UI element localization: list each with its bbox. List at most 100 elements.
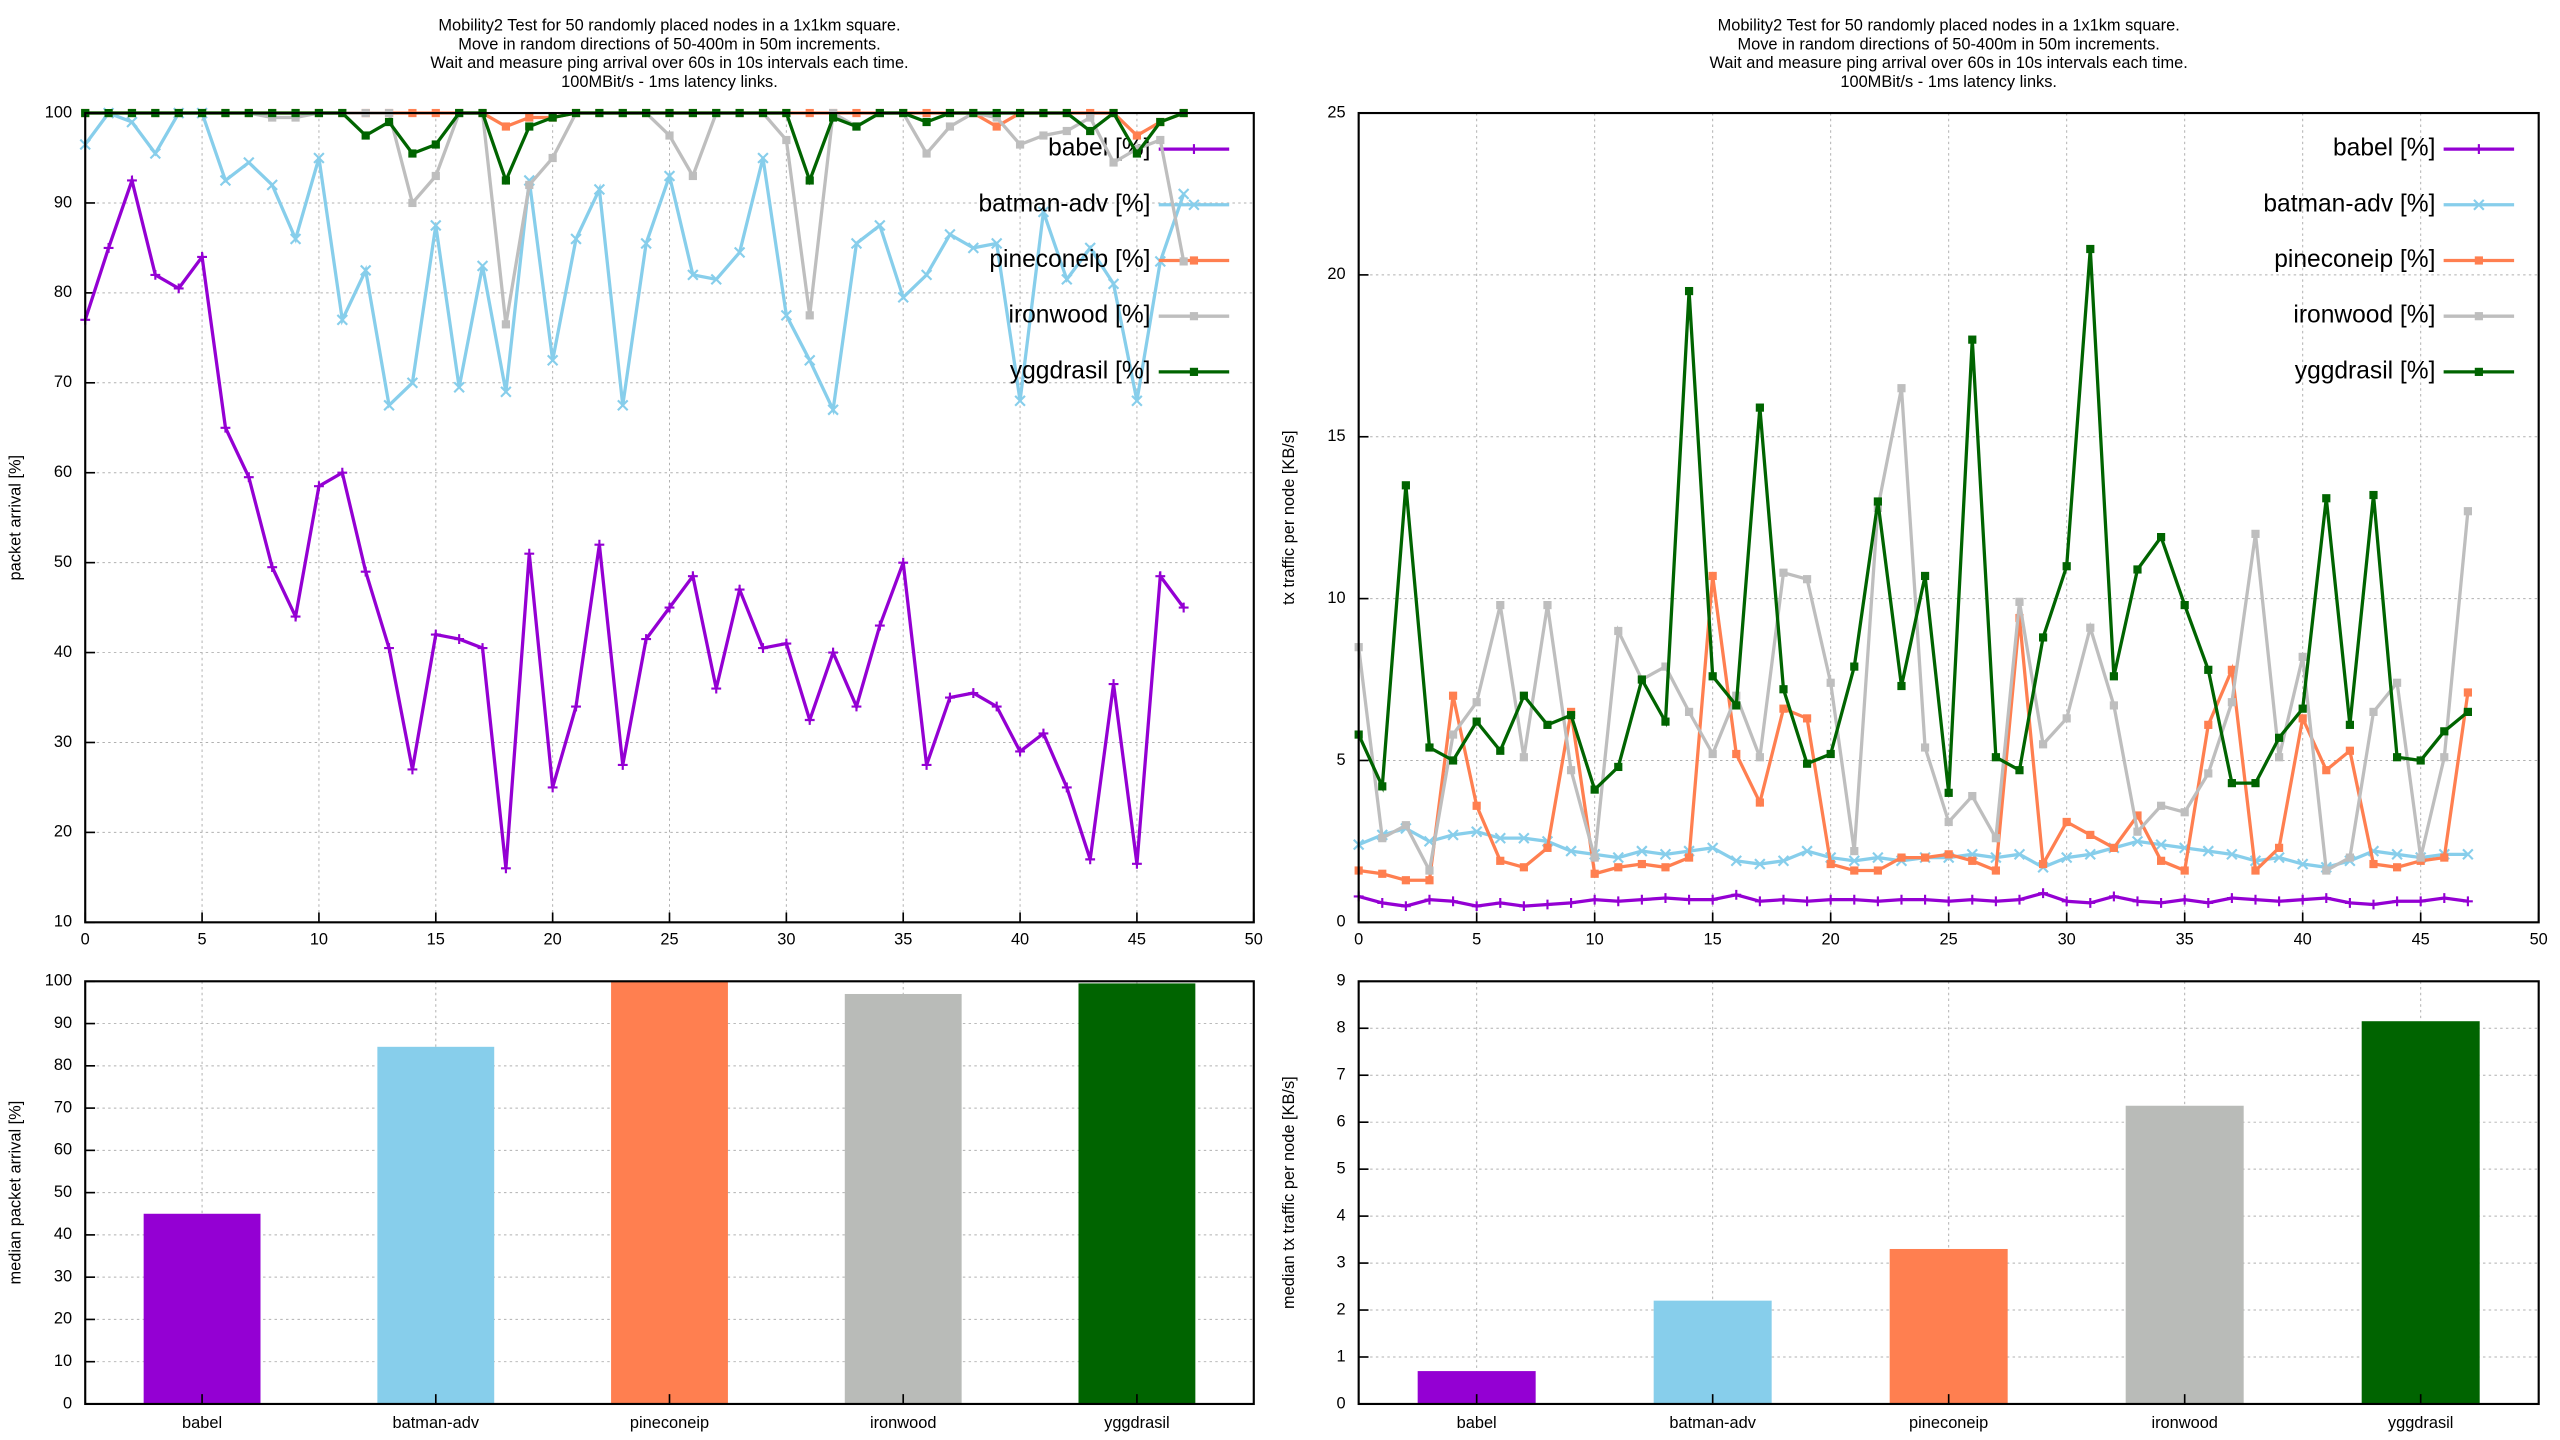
data-point bbox=[1708, 571, 1717, 581]
y-tick-label: 40 bbox=[54, 643, 72, 661]
data-point bbox=[1566, 897, 1576, 908]
data-point bbox=[431, 140, 440, 149]
chart-title: 100MBit/s - 1ms latency links. bbox=[1840, 73, 2057, 91]
data-point bbox=[2462, 896, 2473, 907]
data-point bbox=[1424, 894, 1435, 905]
x-tick-label: 50 bbox=[2530, 931, 2548, 949]
data-point bbox=[2227, 698, 2236, 707]
data-point bbox=[2202, 845, 2214, 857]
data-point bbox=[384, 643, 394, 653]
data-point bbox=[1849, 894, 1860, 905]
y-tick-label: 100 bbox=[45, 103, 72, 121]
data-point bbox=[220, 422, 231, 433]
bar bbox=[1889, 1248, 2008, 1404]
y-tick-label: 80 bbox=[54, 283, 72, 301]
data-point bbox=[1848, 855, 1860, 867]
data-point bbox=[1968, 856, 1977, 865]
data-point bbox=[1755, 403, 1764, 412]
data-point bbox=[1612, 851, 1624, 864]
data-point bbox=[968, 688, 979, 698]
data-point bbox=[1155, 571, 1166, 582]
data-point bbox=[1873, 866, 1882, 875]
data-point bbox=[2156, 856, 2166, 865]
data-point bbox=[1085, 854, 1096, 865]
data-point bbox=[525, 122, 534, 131]
y-tick-label: 6 bbox=[1336, 1113, 1345, 1131]
data-point bbox=[1109, 158, 1118, 167]
data-point bbox=[687, 571, 698, 582]
data-point bbox=[897, 291, 909, 304]
data-point bbox=[2013, 848, 2026, 861]
data-point bbox=[2179, 894, 2190, 905]
data-point bbox=[805, 311, 814, 320]
data-point bbox=[1614, 863, 1623, 872]
x-tick-label: 20 bbox=[544, 931, 562, 949]
legend-label: ironwood [%] bbox=[2293, 302, 2435, 329]
data-point bbox=[1472, 717, 1481, 726]
y-tick-label: 50 bbox=[54, 1183, 72, 1201]
legend-label: pineconeip [%] bbox=[2274, 246, 2435, 273]
legend-marker bbox=[1189, 312, 1199, 321]
data-point bbox=[2392, 678, 2402, 687]
x-tick-label: 20 bbox=[1822, 931, 1840, 949]
data-point bbox=[360, 566, 371, 577]
data-point bbox=[1566, 711, 1576, 720]
data-point bbox=[2273, 851, 2285, 864]
data-point bbox=[336, 314, 348, 326]
data-point bbox=[2251, 779, 2260, 788]
data-point bbox=[1636, 894, 1647, 905]
y-tick-label: 60 bbox=[54, 1141, 72, 1159]
data-point bbox=[1708, 749, 1717, 759]
data-point bbox=[1684, 894, 1694, 905]
data-point bbox=[1991, 866, 2000, 875]
data-point bbox=[2344, 897, 2355, 908]
data-point bbox=[1707, 894, 1718, 905]
data-point bbox=[2369, 707, 2378, 717]
data-point bbox=[1731, 889, 1742, 900]
legend-label: pineconeip [%] bbox=[989, 246, 1150, 273]
data-point bbox=[2085, 897, 2096, 908]
data-point bbox=[1967, 894, 1978, 905]
data-point bbox=[1425, 743, 1434, 752]
data-point bbox=[874, 219, 886, 232]
data-point bbox=[2415, 896, 2426, 907]
data-point bbox=[1802, 714, 1812, 723]
chart-title: Move in random directions of 50-400m in … bbox=[458, 35, 880, 53]
data-point bbox=[2203, 897, 2214, 908]
data-point bbox=[103, 243, 114, 253]
data-point bbox=[1471, 901, 1482, 912]
data-point bbox=[1637, 675, 1646, 684]
data-point bbox=[1015, 746, 1025, 757]
data-point bbox=[1872, 896, 1883, 907]
data-point bbox=[898, 557, 909, 568]
data-point bbox=[945, 692, 955, 703]
plot-frame bbox=[1357, 111, 2540, 924]
data-point bbox=[967, 242, 979, 254]
data-point bbox=[1131, 395, 1143, 407]
x-tick-label: babel bbox=[182, 1414, 222, 1432]
data-point bbox=[1802, 759, 1812, 768]
data-point bbox=[1378, 782, 1387, 791]
data-point bbox=[2391, 848, 2403, 861]
data-point bbox=[1991, 834, 2000, 843]
data-point bbox=[1779, 704, 1788, 713]
data-point bbox=[2416, 756, 2425, 765]
data-point bbox=[1802, 575, 1812, 584]
data-point bbox=[127, 175, 137, 186]
x-tick-label: babel bbox=[1457, 1414, 1497, 1432]
data-point bbox=[430, 629, 441, 640]
y-tick-label: 70 bbox=[54, 1098, 72, 1116]
data-point bbox=[1991, 753, 2000, 762]
data-point bbox=[2274, 843, 2284, 852]
data-point bbox=[1732, 749, 1741, 759]
x-tick-label: 35 bbox=[894, 931, 912, 949]
data-point bbox=[2250, 894, 2261, 905]
data-point bbox=[243, 156, 255, 169]
data-point bbox=[1543, 843, 1552, 852]
data-point bbox=[1014, 395, 1026, 407]
data-point bbox=[2038, 740, 2048, 749]
data-point bbox=[1039, 131, 1048, 140]
legend-marker bbox=[2474, 367, 2483, 376]
x-tick-label: 5 bbox=[198, 931, 207, 949]
